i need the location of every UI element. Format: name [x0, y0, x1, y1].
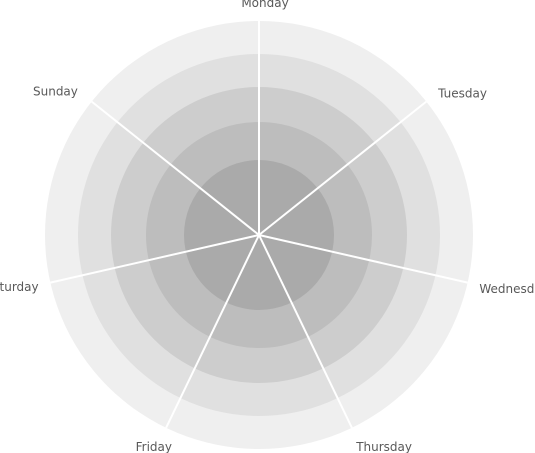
- spoke-tuesday: [258, 100, 427, 236]
- spoke-wednesday: [258, 234, 468, 284]
- axis-label-saturday: Saturday: [0, 280, 39, 294]
- spoke-sunday: [91, 100, 260, 236]
- axis-label-thursday: Thursday: [355, 440, 412, 453]
- radar-spokes: [50, 21, 468, 429]
- axis-label-sunday: Sunday: [33, 84, 78, 98]
- spoke-friday: [165, 234, 260, 429]
- axis-label-monday: Monday: [241, 0, 288, 10]
- axis-label-tuesday: Tuesday: [437, 86, 487, 100]
- spoke-thursday: [258, 234, 353, 429]
- spoke-saturday: [50, 234, 260, 284]
- axis-label-wednesday: Wednesday: [479, 282, 535, 296]
- axis-label-friday: Friday: [136, 440, 172, 453]
